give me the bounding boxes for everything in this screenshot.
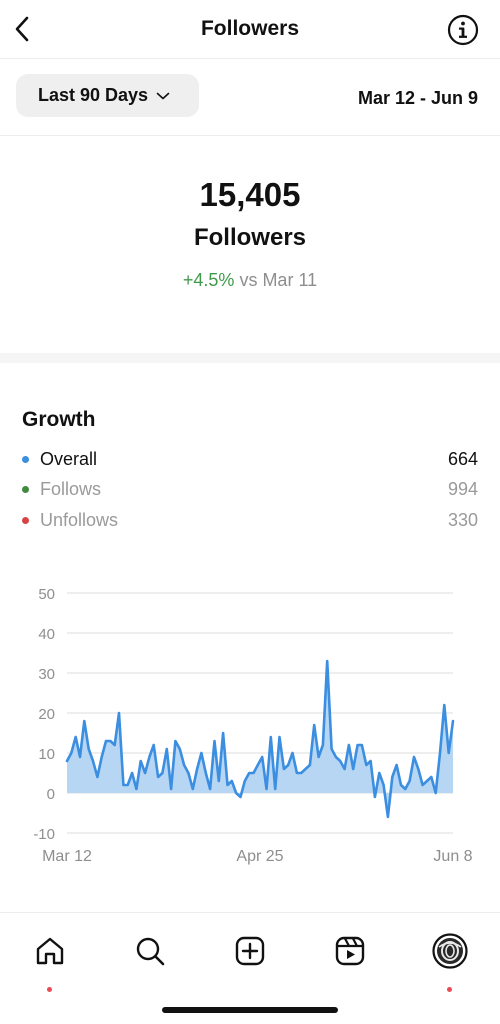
followers-count: 15,405 [199, 176, 301, 213]
followers-change: +4.5% vs Mar 11 [0, 270, 500, 291]
legend-overall-label: Overall [40, 448, 98, 469]
chevron-down-icon [156, 92, 170, 99]
home-indicator [162, 1007, 338, 1013]
x-tick-label: Jun 8 [433, 848, 472, 865]
followers-count-label: Followers [193, 224, 307, 251]
tab-home[interactable] [30, 931, 70, 992]
tab-reels[interactable] [330, 931, 370, 971]
bottom-tab-bar [0, 912, 500, 1024]
tab-create[interactable] [230, 931, 270, 971]
y-tick-label: 20 [38, 706, 55, 723]
period-divider [0, 135, 500, 136]
profile-avatar-icon [432, 933, 468, 969]
change-percent: +4.5% [182, 270, 235, 290]
page-title: Followers [200, 17, 300, 40]
growth-chart[interactable]: 50 40 30 20 10 0 -10 Mar 12 Apr 25 Jun 8 [0, 570, 500, 870]
info-circle-icon[interactable] [446, 13, 480, 47]
reels-icon [335, 936, 365, 966]
legend-follows-label: Follows [40, 478, 102, 499]
legend-overall-value: 664 [447, 448, 478, 469]
header-divider [0, 58, 500, 59]
tab-profile[interactable] [430, 931, 470, 992]
x-tick-label: Mar 12 [42, 848, 92, 865]
legend-overall: Overall 664 [22, 447, 478, 471]
chevron-left-icon[interactable] [8, 12, 38, 46]
profile-notification-dot [447, 987, 452, 992]
y-tick-label: 50 [38, 586, 55, 603]
y-tick-label: 40 [38, 626, 55, 643]
search-icon [136, 937, 165, 966]
unfollows-dot [22, 516, 29, 524]
legend-follows: Follows 994 [22, 477, 478, 501]
x-tick-label: Apr 25 [236, 848, 283, 865]
y-tick-label: -10 [33, 826, 55, 843]
period-dropdown[interactable]: Last 90 Days [16, 74, 199, 117]
period-dropdown-label: Last 90 Days [38, 85, 149, 105]
y-tick-label: 0 [47, 786, 55, 803]
overall-dot [22, 455, 29, 463]
growth-title: Growth [22, 408, 96, 431]
y-tick-label: 10 [38, 746, 55, 763]
home-icon [36, 937, 64, 965]
y-tick-label: 30 [38, 666, 55, 683]
section-divider [0, 353, 500, 363]
overall-line [65, 659, 455, 819]
change-comparison: vs Mar 11 [239, 270, 318, 290]
legend-follows-value: 994 [447, 478, 478, 499]
create-icon [235, 936, 265, 966]
legend-unfollows: Unfollows 330 [22, 508, 478, 532]
legend-unfollows-value: 330 [447, 509, 478, 530]
date-range: Mar 12 - Jun 9 [357, 88, 478, 108]
follows-dot [22, 485, 29, 493]
legend-unfollows-label: Unfollows [40, 509, 119, 530]
overall-area [67, 661, 453, 817]
tab-search[interactable] [130, 931, 170, 971]
home-notification-dot [47, 987, 52, 992]
top-nav-bar: Followers [0, 0, 500, 58]
